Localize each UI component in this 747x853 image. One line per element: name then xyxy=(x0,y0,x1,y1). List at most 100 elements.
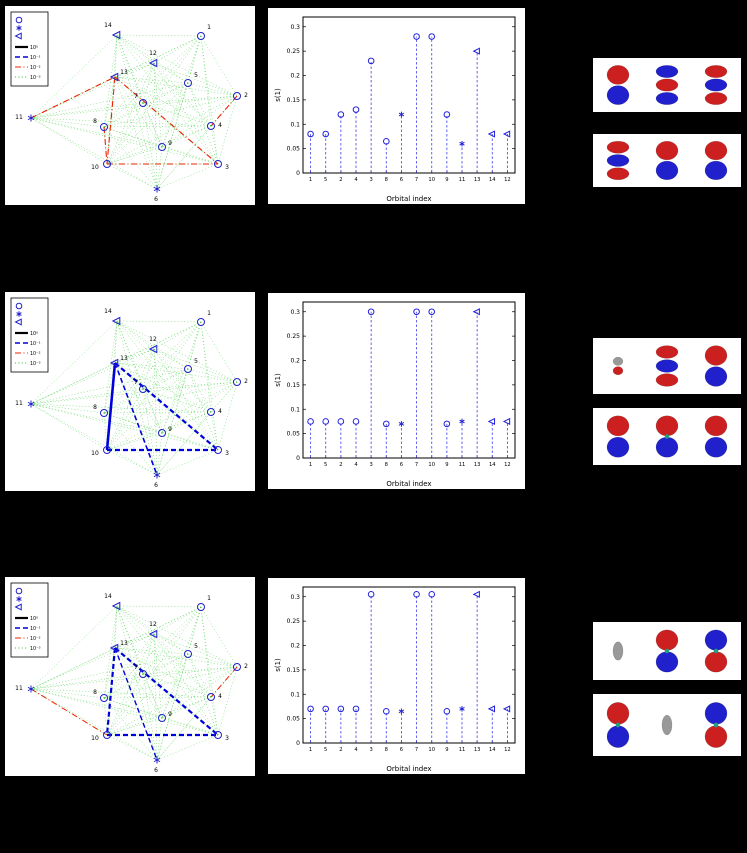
orbital-strip-svg xyxy=(593,622,741,680)
svg-text:1: 1 xyxy=(309,177,312,183)
svg-text:2: 2 xyxy=(244,92,248,99)
svg-text:4: 4 xyxy=(354,177,358,183)
svg-text:0.05: 0.05 xyxy=(287,431,301,438)
orbital-strip-row2-bottom xyxy=(593,408,741,465)
stem-plot-row3: 0 0.05 0.1 0.15 0.2 0.25 0.3 1 5 2 4 3 8 6 7 10 9 11 13 14 1… xyxy=(268,578,525,774)
svg-text:13: 13 xyxy=(120,355,128,362)
svg-text:3: 3 xyxy=(369,747,372,753)
svg-text:0.25: 0.25 xyxy=(287,333,301,340)
svg-text:1: 1 xyxy=(309,462,312,468)
svg-text:3: 3 xyxy=(369,177,372,183)
svg-text:1: 1 xyxy=(207,24,211,31)
orbital-strip-svg xyxy=(593,408,741,465)
stem-plot-row1: 0 0.05 0.1 0.15 0.2 0.25 0.3 1 5 2 4 3 8 6 7 10 9 11 13 14 1… xyxy=(268,8,525,204)
network-plot-row1: 1 2 3 4 5 6 7 8 9 10 11 12 13 14 10⁰ 10⁻¹ 10⁻² 10⁻³ xyxy=(3,4,257,207)
svg-text:13: 13 xyxy=(474,747,481,753)
svg-text:10: 10 xyxy=(428,462,435,468)
svg-text:12: 12 xyxy=(504,462,511,468)
svg-text:11: 11 xyxy=(15,400,23,407)
svg-text:7: 7 xyxy=(415,747,418,753)
stem-chart-svg: 0 0.05 0.1 0.15 0.2 0.25 0.3 1 5 2 4 3 8 6 7 10 9 11 13 14 1… xyxy=(274,301,516,488)
svg-text:13: 13 xyxy=(120,640,128,647)
svg-text:7: 7 xyxy=(415,462,418,468)
svg-text:0: 0 xyxy=(296,455,300,462)
svg-text:10⁰: 10⁰ xyxy=(30,331,38,337)
svg-text:13: 13 xyxy=(120,69,128,76)
svg-text:9: 9 xyxy=(445,462,448,468)
network-plot-row3: 1 2 3 4 5 6 7 8 9 10 11 12 13 14 10⁰ 10⁻¹ 10⁻² 10⁻³ xyxy=(3,575,257,778)
svg-text:6: 6 xyxy=(154,196,158,203)
svg-text:10⁻³: 10⁻³ xyxy=(30,361,41,367)
svg-text:s(1): s(1) xyxy=(274,88,282,102)
svg-text:1: 1 xyxy=(207,310,211,317)
svg-text:7: 7 xyxy=(134,379,138,386)
svg-text:10: 10 xyxy=(91,164,99,171)
svg-text:9: 9 xyxy=(445,177,448,183)
svg-text:10⁰: 10⁰ xyxy=(30,45,38,51)
svg-text:14: 14 xyxy=(104,593,112,600)
svg-text:0.1: 0.1 xyxy=(290,691,300,698)
svg-text:13: 13 xyxy=(474,177,481,183)
stem-chart-svg: 0 0.05 0.1 0.15 0.2 0.25 0.3 1 5 2 4 3 8 6 7 10 9 11 13 14 1… xyxy=(274,586,516,773)
svg-text:6: 6 xyxy=(400,462,403,468)
svg-text:0.1: 0.1 xyxy=(290,406,300,413)
svg-text:11: 11 xyxy=(15,114,23,121)
svg-text:7: 7 xyxy=(134,664,138,671)
svg-text:4: 4 xyxy=(218,693,222,700)
svg-text:9: 9 xyxy=(168,140,172,147)
svg-text:2: 2 xyxy=(339,747,342,753)
svg-text:2: 2 xyxy=(339,177,342,183)
svg-text:8: 8 xyxy=(385,747,388,753)
svg-text:8: 8 xyxy=(93,404,97,411)
svg-text:0.05: 0.05 xyxy=(287,716,301,723)
svg-text:9: 9 xyxy=(168,711,172,718)
svg-text:0.15: 0.15 xyxy=(287,382,301,389)
svg-text:10⁰: 10⁰ xyxy=(30,616,38,622)
orbital-strip-svg xyxy=(593,58,741,112)
svg-text:5: 5 xyxy=(324,462,327,468)
svg-text:0.1: 0.1 xyxy=(290,121,300,128)
svg-text:0: 0 xyxy=(296,170,300,177)
svg-text:8: 8 xyxy=(93,118,97,125)
svg-text:6: 6 xyxy=(154,767,158,774)
svg-text:3: 3 xyxy=(225,735,229,742)
svg-text:3: 3 xyxy=(225,164,229,171)
svg-text:10⁻²: 10⁻² xyxy=(30,636,41,642)
svg-text:10⁻¹: 10⁻¹ xyxy=(30,626,41,632)
svg-text:3: 3 xyxy=(369,462,372,468)
svg-text:10⁻¹: 10⁻¹ xyxy=(30,341,41,347)
svg-text:Orbital index: Orbital index xyxy=(386,480,431,488)
svg-text:4: 4 xyxy=(218,408,222,415)
svg-text:10: 10 xyxy=(428,747,435,753)
svg-text:5: 5 xyxy=(194,72,198,79)
svg-text:12: 12 xyxy=(504,177,511,183)
svg-text:12: 12 xyxy=(149,50,157,57)
svg-text:0.25: 0.25 xyxy=(287,48,301,55)
svg-text:9: 9 xyxy=(168,426,172,433)
svg-text:10: 10 xyxy=(428,177,435,183)
svg-text:7: 7 xyxy=(415,177,418,183)
svg-text:6: 6 xyxy=(154,482,158,489)
svg-text:10: 10 xyxy=(91,735,99,742)
svg-text:0.2: 0.2 xyxy=(290,643,300,650)
orbital-strip-row1-top xyxy=(593,58,741,112)
svg-text:0.2: 0.2 xyxy=(290,73,300,80)
orbital-strip-row1-bottom xyxy=(593,134,741,187)
svg-text:8: 8 xyxy=(385,177,388,183)
svg-text:4: 4 xyxy=(354,462,358,468)
svg-text:12: 12 xyxy=(149,336,157,343)
svg-text:2: 2 xyxy=(244,378,248,385)
svg-text:5: 5 xyxy=(194,358,198,365)
svg-text:14: 14 xyxy=(489,747,496,753)
svg-text:14: 14 xyxy=(104,308,112,315)
orbital-strip-row3-top xyxy=(593,622,741,680)
svg-text:2: 2 xyxy=(244,663,248,670)
svg-text:14: 14 xyxy=(489,177,496,183)
svg-text:s(1): s(1) xyxy=(274,373,282,387)
svg-text:0.25: 0.25 xyxy=(287,618,301,625)
svg-text:0.15: 0.15 xyxy=(287,667,301,674)
network-plot-row2: 1 2 3 4 5 6 7 8 9 10 11 12 13 14 10⁰ 10⁻¹ 10⁻² 10⁻³ xyxy=(3,290,257,493)
